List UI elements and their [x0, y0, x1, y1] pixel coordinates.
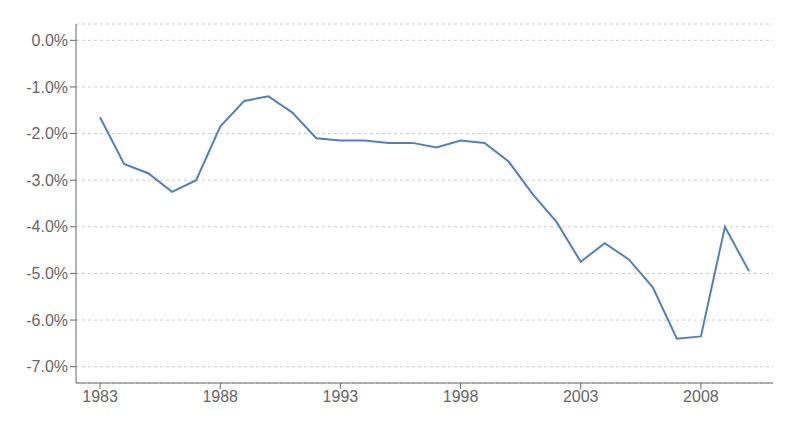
svg-text:-1.0%: -1.0%: [26, 79, 68, 96]
svg-text:2008: 2008: [683, 388, 719, 405]
svg-text:-5.0%: -5.0%: [26, 265, 68, 282]
svg-text:-3.0%: -3.0%: [26, 172, 68, 189]
svg-text:-6.0%: -6.0%: [26, 312, 68, 329]
svg-text:1998: 1998: [443, 388, 479, 405]
svg-text:-7.0%: -7.0%: [26, 358, 68, 375]
svg-text:2003: 2003: [563, 388, 599, 405]
svg-text:1993: 1993: [323, 388, 359, 405]
svg-text:1988: 1988: [202, 388, 238, 405]
svg-text:1983: 1983: [82, 388, 118, 405]
svg-text:-4.0%: -4.0%: [26, 218, 68, 235]
svg-text:-2.0%: -2.0%: [26, 125, 68, 142]
svg-text:0.0%: 0.0%: [32, 32, 68, 49]
